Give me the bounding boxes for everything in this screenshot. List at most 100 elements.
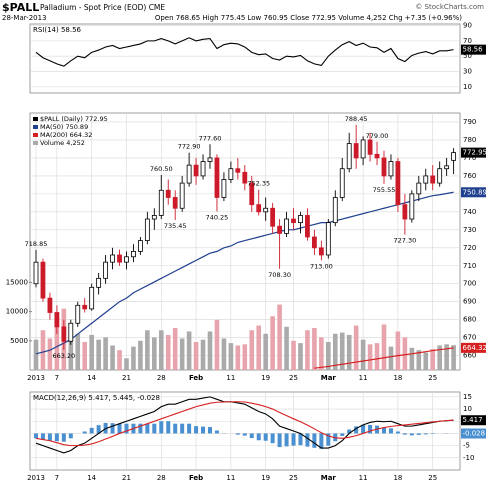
histogram-bar	[34, 433, 38, 439]
volume-bar	[145, 330, 150, 370]
candle-body	[451, 152, 457, 161]
volume-bar	[339, 332, 345, 370]
volume-bar	[200, 339, 206, 370]
candle-body	[305, 215, 310, 238]
high-annotation: 772.90	[178, 143, 201, 151]
histogram-bar	[96, 425, 101, 434]
value-box	[461, 428, 486, 439]
value-box	[461, 187, 486, 198]
candle-body	[82, 304, 88, 310]
volume-bar	[423, 352, 429, 370]
candle-body	[430, 175, 436, 184]
volume-tick-label: 15000	[6, 278, 28, 286]
candle-body	[402, 204, 408, 220]
volume-bar	[75, 333, 81, 370]
histogram-bar	[326, 433, 331, 446]
histogram-bar	[214, 430, 219, 434]
volume-bar	[138, 340, 143, 370]
x-tick-label: 19	[261, 474, 270, 482]
candle-body	[144, 218, 150, 242]
candle-body	[110, 254, 115, 263]
candle-body	[374, 153, 380, 159]
candle-body	[96, 277, 102, 288]
volume-bar	[165, 334, 171, 370]
x-tick-label: 11	[359, 474, 368, 482]
histogram-bar	[166, 421, 171, 434]
x-tick-label: Mar	[321, 374, 337, 382]
volume-bar	[381, 324, 387, 370]
value-box-label: 5.417	[463, 416, 483, 424]
histogram-bar	[354, 426, 359, 434]
volume-bar	[326, 341, 331, 370]
panel-frame	[29, 112, 461, 371]
candle-body	[186, 164, 192, 184]
volume-bar	[89, 334, 94, 370]
x-tick-label: 2013	[27, 374, 45, 382]
volume-bar	[186, 331, 192, 370]
histogram-bar	[47, 433, 52, 441]
histogram-bar	[382, 427, 386, 434]
histogram-bar	[340, 433, 345, 436]
candle-body	[158, 189, 164, 216]
y-tick-label: 90	[463, 22, 472, 30]
volume-bar	[193, 341, 199, 370]
volume-bar	[451, 345, 456, 370]
volume-bar	[256, 325, 262, 370]
histogram-bar	[54, 433, 59, 442]
candle-body	[291, 218, 296, 224]
histogram-bar	[298, 433, 303, 446]
x-tick-label: 21	[122, 374, 131, 382]
low-annotation: 755.55	[373, 186, 396, 194]
legend-swatch	[33, 133, 38, 137]
x-tick-label: 11	[226, 374, 235, 382]
symbol: $PALL	[2, 1, 39, 14]
volume-bar	[353, 325, 359, 370]
histogram-bar	[270, 433, 275, 444]
candle-body	[179, 182, 185, 209]
x-tick-label: 25	[428, 474, 437, 482]
volume-bar	[402, 337, 408, 370]
histogram-bar	[361, 424, 366, 434]
candle-body	[437, 168, 443, 184]
y-tick-label: 10	[463, 83, 472, 91]
candle-body	[256, 204, 262, 213]
histogram-bar	[256, 433, 261, 441]
histogram-bar	[284, 433, 289, 447]
volume-bar	[277, 304, 282, 370]
candle-body	[75, 304, 81, 324]
volume-bar	[124, 358, 129, 370]
volume-bar	[374, 343, 380, 370]
volume-bar	[103, 337, 108, 370]
low-annotation: 740.25	[206, 213, 229, 221]
volume-bar	[430, 348, 436, 370]
candle-body	[395, 161, 401, 206]
x-tick-label: 25	[289, 374, 298, 382]
histogram-bar	[312, 433, 317, 448]
y-tick-label: 740	[463, 208, 476, 216]
histogram-bar	[291, 433, 296, 446]
price-stats: Open 768.65 High 775.45 Low 760.95 Close…	[155, 14, 462, 22]
panel-title: RSI(14) 58.56	[33, 26, 82, 34]
volume-bar	[284, 326, 289, 370]
indicator-line	[35, 401, 454, 447]
candle-body	[339, 168, 345, 198]
histogram-bar	[159, 421, 164, 434]
y-tick-label: 720	[463, 244, 476, 252]
y-tick-label: 70	[463, 37, 472, 45]
histogram-bar	[242, 433, 247, 436]
low-annotation: 708.30	[268, 271, 291, 279]
volume-bar	[409, 347, 415, 370]
legend-label: Volume 4,252	[40, 139, 85, 147]
volume-bar	[242, 344, 248, 370]
candle-body	[103, 261, 108, 279]
candle-body	[235, 168, 241, 173]
legend-label: MA(200) 664.32	[40, 131, 92, 139]
volume-bar	[416, 350, 422, 370]
y-tick-label: 30	[463, 68, 472, 76]
candle-body	[263, 207, 269, 213]
volume-bar	[388, 346, 394, 370]
low-annotation: 727.30	[394, 237, 417, 245]
candle-body	[409, 193, 415, 220]
volume-bar	[305, 330, 310, 370]
candle-body	[242, 171, 248, 184]
